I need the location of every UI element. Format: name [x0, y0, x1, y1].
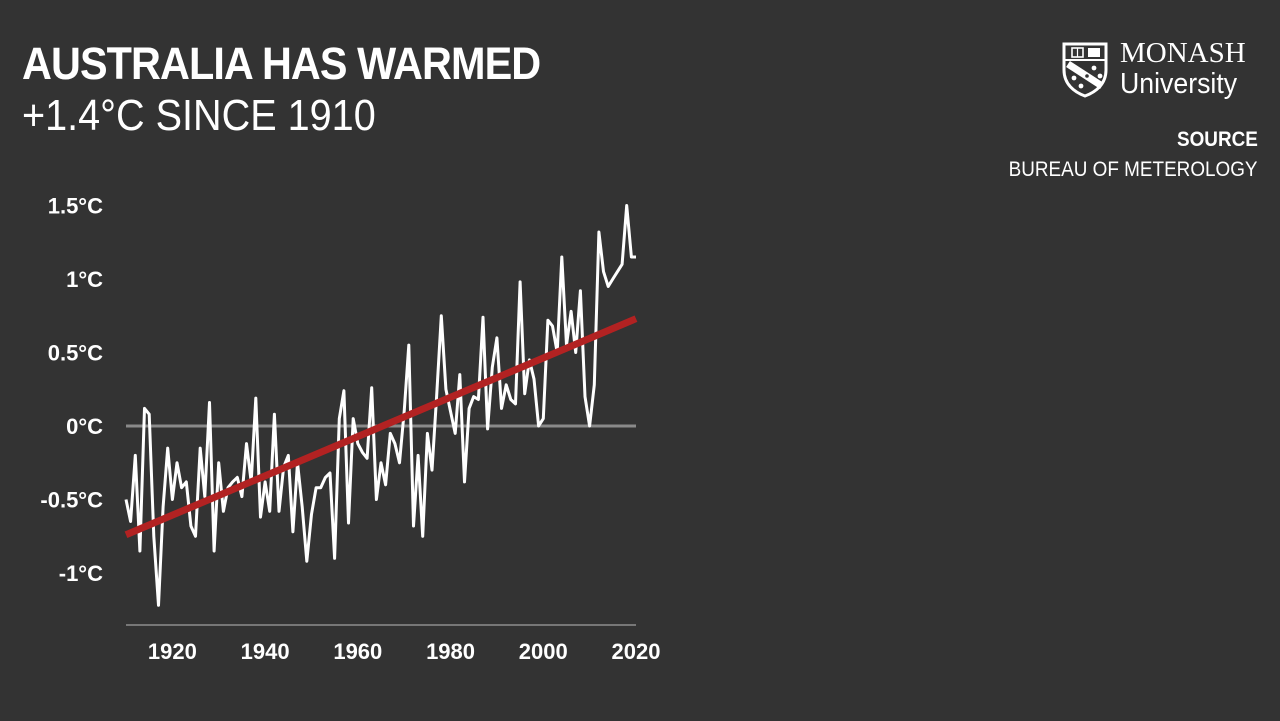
y-tick-label: 1°C: [66, 267, 103, 292]
y-tick-label: 0.5°C: [48, 341, 103, 366]
y-tick-label: 0°C: [66, 414, 103, 439]
x-tick-label: 2020: [612, 639, 661, 664]
x-tick-label: 1980: [426, 639, 475, 664]
x-tick-label: 1920: [148, 639, 197, 664]
y-axis-labels: 1.5°C 1°C 0.5°C 0°C -0.5°C -1°C: [40, 194, 103, 587]
x-axis-labels: 1920 1940 1960 1980 2000 2020: [148, 639, 661, 664]
monash-crest-icon: [1062, 42, 1108, 98]
y-tick-label: 1.5°C: [48, 194, 103, 219]
page-subtitle: +1.4°C SINCE 1910: [22, 91, 376, 140]
logo-text-university: University: [1120, 68, 1238, 100]
logo-text-monash: MONASH: [1120, 37, 1246, 69]
temperature-anomaly-line: [124, 204, 636, 607]
data-points: [125, 205, 637, 606]
y-tick-label: -0.5°C: [40, 488, 103, 513]
source-label: SOURCE: [1177, 128, 1258, 151]
trend-line: [124, 315, 638, 539]
x-tick-label: 1960: [333, 639, 382, 664]
monash-logo: MONASH University: [1060, 38, 1260, 102]
x-tick-label: 2000: [519, 639, 568, 664]
source-value: BUREAU OF METEROLOGY: [1009, 158, 1258, 181]
page-title: AUSTRALIA HAS WARMED: [22, 38, 541, 89]
x-tick-label: 1940: [241, 639, 290, 664]
y-tick-label: -1°C: [59, 561, 103, 586]
